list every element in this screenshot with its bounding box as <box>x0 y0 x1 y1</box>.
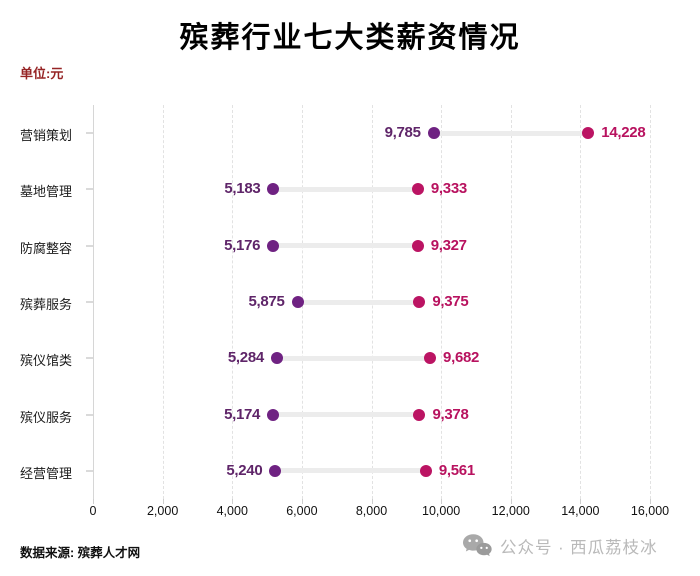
gridline <box>441 105 443 499</box>
dumbbell-connector <box>273 186 418 192</box>
category-label: 经营管理 <box>19 465 72 481</box>
x-tick-label: 0 <box>89 504 97 518</box>
dumbbell-connector <box>276 355 431 361</box>
category-label: 殡仪服务 <box>19 409 72 425</box>
chart-title: 殡葬行业七大类薪资情况 <box>179 22 521 54</box>
gridline <box>232 105 234 499</box>
dumbbell-connector <box>433 130 589 136</box>
max-dot <box>413 408 426 421</box>
y-tick <box>86 469 93 472</box>
min-dot <box>291 296 304 308</box>
x-tick-label: 2,000 <box>146 504 179 518</box>
gridline <box>162 105 164 499</box>
y-tick <box>86 413 93 416</box>
data-source-note: 数据来源: 殡葬人才网 <box>20 546 141 560</box>
dumbbell-connector <box>273 412 420 418</box>
brand-label: 公众号 · 西瓜荔枝冰 <box>500 538 658 557</box>
category-axis: 营销策划墓地管理防腐整容殡葬服务殡仪馆类殡仪服务经营管理 <box>0 105 72 499</box>
dumbbell-connector <box>273 243 418 249</box>
x-tick <box>371 499 373 504</box>
category-label: 营销策划 <box>19 128 72 144</box>
x-tick <box>580 499 582 504</box>
plot-area: 9,785 14,228 5,183 9,333 5,176 9,327 5,875 9,37… <box>86 105 651 504</box>
x-axis: 0 2,000 4,000 6,000 8,000 10,000 12,000 14,000 1… <box>89 504 670 524</box>
max-value-label: 9,682 <box>443 349 480 367</box>
max-dot <box>582 127 595 140</box>
max-dot <box>413 296 426 308</box>
min-dot <box>427 127 440 140</box>
x-tick-label: 16,000 <box>630 504 670 518</box>
min-dot <box>267 239 280 252</box>
min-value-label: 9,785 <box>384 124 421 142</box>
min-dot <box>267 183 280 196</box>
dumbbell-connector <box>297 299 420 305</box>
y-axis-line <box>93 105 94 499</box>
footer-brand: 公众号 · 西瓜荔枝冰 <box>462 533 658 558</box>
x-tick <box>232 499 234 504</box>
max-value-label: 14,228 <box>601 124 646 142</box>
max-dot <box>411 183 424 196</box>
x-tick <box>441 499 443 504</box>
y-tick <box>86 132 93 135</box>
unit-label: 单位:元 <box>20 66 64 81</box>
max-value-label: 9,375 <box>432 293 469 310</box>
y-tick <box>86 188 93 191</box>
x-tick-label: 10,000 <box>422 504 461 518</box>
category-label: 墓地管理 <box>19 184 72 200</box>
gridline <box>510 105 512 499</box>
x-tick-label: 4,000 <box>216 504 248 518</box>
gridline <box>650 105 651 499</box>
max-dot <box>424 352 437 365</box>
x-tick-label: 8,000 <box>355 504 388 518</box>
x-tick <box>301 499 303 504</box>
min-value-label: 5,240 <box>226 461 263 479</box>
gridline <box>580 105 582 499</box>
min-value-label: 5,875 <box>248 293 285 310</box>
x-tick-label: 12,000 <box>491 504 530 518</box>
x-tick <box>510 499 512 504</box>
x-tick <box>162 499 164 504</box>
category-label: 殡葬服务 <box>19 297 72 312</box>
min-dot <box>267 408 280 421</box>
dumbbell-connector <box>275 468 426 474</box>
max-value-label: 9,378 <box>432 405 469 423</box>
y-tick <box>86 244 93 247</box>
x-tick-label: 6,000 <box>286 504 318 518</box>
min-value-label: 5,284 <box>227 349 264 367</box>
max-value-label: 9,327 <box>430 236 467 254</box>
min-value-label: 5,183 <box>224 180 261 198</box>
min-value-label: 5,176 <box>224 236 261 254</box>
max-value-label: 9,333 <box>430 180 467 198</box>
category-label: 殡仪馆类 <box>19 353 72 369</box>
max-value-label: 9,561 <box>438 461 475 479</box>
x-tick <box>650 499 651 504</box>
category-label: 防腐整容 <box>19 240 72 256</box>
max-dot <box>411 239 424 252</box>
y-tick <box>86 301 93 303</box>
y-tick <box>86 357 93 360</box>
max-dot <box>419 464 432 477</box>
min-dot <box>270 352 283 365</box>
wechat-icon <box>462 533 492 558</box>
x-tick <box>93 499 94 504</box>
min-value-label: 5,174 <box>224 405 261 423</box>
x-tick-label: 14,000 <box>561 504 600 518</box>
min-dot <box>269 464 282 477</box>
